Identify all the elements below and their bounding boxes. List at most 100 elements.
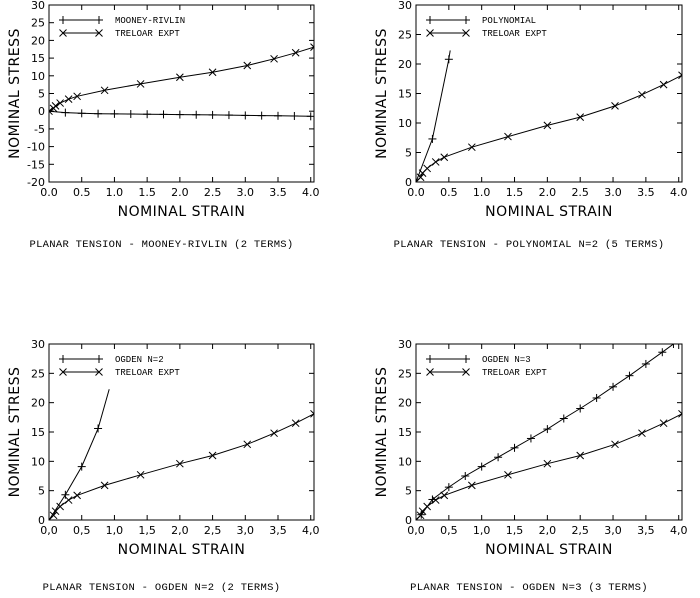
y-tick-label: -5 <box>34 123 45 136</box>
plot-frame <box>415 4 683 183</box>
x-tick-label: 2,0 <box>539 524 557 537</box>
legend-entry: TRELOAR EXPT <box>59 368 180 378</box>
y-tick-label: 5 <box>38 485 45 498</box>
x-marker <box>291 48 300 57</box>
x-tick-label: 2.0 <box>539 186 557 199</box>
chart-title: PLANAR TENSION - OGDEN N=2 (2 TERMS) <box>43 582 281 594</box>
legend-label: TRELOAR EXPT <box>482 368 547 378</box>
y-tick-label: 15 <box>31 426 45 439</box>
x-axis-label: NOMINAL STRAIN <box>118 542 246 558</box>
x-axis-label: NOMINAL STRAIN <box>485 204 613 220</box>
x-marker <box>576 113 585 121</box>
x-tick-label: 2,0 <box>171 524 189 537</box>
x-marker <box>64 95 73 104</box>
x-tick-label: 2.0 <box>171 186 189 199</box>
x-marker <box>543 121 552 130</box>
legend-entry: OGDEN N=2 <box>59 355 164 365</box>
x-marker <box>270 54 278 63</box>
y-tick-label: 0 <box>405 176 412 189</box>
x-tick-label: 3,5 <box>269 524 287 537</box>
y-tick-label: 10 <box>31 70 45 83</box>
legend-label: TRELOAR EXPT <box>115 29 180 39</box>
plot-frame <box>415 343 683 521</box>
x-marker <box>678 74 682 80</box>
x-marker <box>431 158 440 166</box>
x-marker <box>49 110 53 116</box>
x-marker <box>426 368 434 376</box>
x-marker <box>59 368 67 376</box>
plot-frame <box>48 343 315 521</box>
x-axis-label: NOMINAL STRAIN <box>485 542 613 558</box>
y-tick-label: 25 <box>31 367 45 380</box>
x-marker <box>440 153 449 162</box>
y-tick-label: 10 <box>398 455 412 468</box>
chart-title: PLANAR TENSION - OGDEN N=3 (3 TERMS) <box>410 582 648 594</box>
x-marker <box>73 491 81 500</box>
x-tick-label: 3,0 <box>604 524 622 537</box>
x-marker <box>136 80 145 88</box>
x-marker <box>100 481 109 490</box>
x-marker <box>462 368 470 376</box>
chart-title: PLANAR TENSION - POLYNOMIAL N=2 (5 TERMS… <box>394 239 665 251</box>
y-tick-label: 25 <box>31 17 45 30</box>
x-marker <box>543 459 552 468</box>
y-tick-label: 25 <box>398 367 412 380</box>
x-marker <box>59 29 67 37</box>
x-marker <box>176 73 184 82</box>
x-tick-label: 1.5 <box>506 186 524 199</box>
y-tick-label: 20 <box>398 58 412 71</box>
x-marker <box>95 29 103 37</box>
x-marker <box>659 80 668 89</box>
y-tick-label: 10 <box>398 117 412 130</box>
x-tick-label: 1.0 <box>473 186 491 199</box>
x-marker <box>576 451 585 460</box>
x-marker <box>243 61 252 70</box>
x-marker <box>638 90 646 99</box>
y-tick-label: 5 <box>38 88 45 101</box>
x-tick-label: 3.5 <box>637 186 655 199</box>
x-marker <box>416 511 425 520</box>
legend-entry: TRELOAR EXPT <box>426 29 547 39</box>
x-tick-label: 4,0 <box>302 524 320 537</box>
x-marker <box>678 71 682 76</box>
x-tick-label: 1,5 <box>506 524 524 537</box>
x-marker <box>310 409 314 415</box>
series-treloar-expt <box>49 43 314 116</box>
x-marker <box>440 491 449 500</box>
x-marker <box>51 102 60 110</box>
x-tick-label: 3,0 <box>237 524 255 537</box>
y-tick-label: 30 <box>398 338 412 351</box>
subplot-2: 0.0 0.5 1.0 1.5 2.0 2.5 3.0 3.5 4.0 0 5 10 15 20 25 30 N… <box>374 0 687 251</box>
x-tick-label: 0.0 <box>40 186 58 199</box>
x-tick-label: 0,0 <box>40 524 58 537</box>
x-tick-label: 1,0 <box>106 524 124 537</box>
legend-entry: TRELOAR EXPT <box>59 29 180 39</box>
y-tick-label: 15 <box>398 88 412 101</box>
x-tick-label: 4.0 <box>302 186 320 199</box>
series-line <box>49 389 110 520</box>
x-tick-label: 0,5 <box>73 524 91 537</box>
x-marker <box>73 92 81 101</box>
x-tick-label: 3,5 <box>637 524 655 537</box>
series-mooney-rivlin <box>49 107 314 121</box>
x-tick-label: 1.5 <box>138 186 156 199</box>
subplot-3: 0,0 0,5 1,0 1,5 2,0 2,5 3,0 3,5 4,0 0 5 10 15 20 25 30 N… <box>7 338 319 594</box>
x-tick-label: 0.5 <box>73 186 91 199</box>
x-tick-label: 0.0 <box>407 186 425 199</box>
series-line <box>416 344 674 520</box>
x-marker <box>423 164 432 173</box>
series-ogden-n-2 <box>49 389 110 520</box>
x-marker <box>100 86 109 95</box>
y-tick-label: 10 <box>31 455 45 468</box>
legend-label: OGDEN N=3 <box>482 355 531 365</box>
x-marker <box>49 511 58 520</box>
x-marker <box>678 409 682 415</box>
series-line <box>49 413 314 520</box>
y-axis-label: NOMINAL STRESS <box>7 28 23 159</box>
legend-label: TRELOAR EXPT <box>115 368 180 378</box>
x-tick-label: 1,0 <box>473 524 491 537</box>
y-tick-label: 30 <box>31 0 45 12</box>
y-tick-label: 5 <box>405 485 412 498</box>
series-treloar-expt <box>49 409 314 520</box>
x-marker <box>423 502 432 511</box>
